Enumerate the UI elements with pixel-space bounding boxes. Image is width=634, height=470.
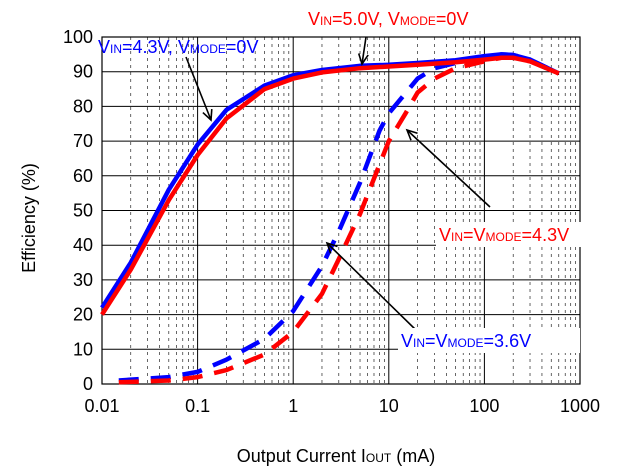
y-axis-title: Efficiency (%) (19, 163, 39, 273)
plot-frame (101, 36, 581, 385)
y-tick-label: 30 (73, 270, 93, 290)
annotation-text: =3.6V (484, 331, 532, 351)
y-tick-label: 90 (73, 62, 93, 82)
annotation-text: V (439, 225, 451, 245)
x-axis-title: Output Current IOUT (mA) (237, 446, 435, 466)
arrow-red-dashed (406, 129, 491, 208)
arrowhead-blue-solid (202, 108, 213, 122)
x-tick-label: 1000 (560, 396, 600, 416)
y-tick-label: 0 (83, 374, 93, 394)
minor-grid (130, 37, 576, 384)
annotation-subscript: IN (320, 14, 332, 28)
x-tick-label: 1 (288, 396, 298, 416)
annotation-text: V (308, 9, 320, 29)
y-tick-label: 80 (73, 96, 93, 116)
annotation-bg (436, 222, 616, 247)
y-tick-label: 50 (73, 201, 93, 221)
y-tick-label: 70 (73, 131, 93, 151)
series-red-solid (100, 55, 560, 316)
arrowhead-red-dashed (405, 128, 418, 141)
y-tick-label: 60 (73, 166, 93, 186)
arrow-blue-dashed (326, 242, 419, 333)
x-axis-title-main: Output Current I (237, 446, 366, 466)
y-tick-label: 10 (73, 339, 93, 359)
annotation-text: =0V (436, 9, 469, 29)
annotation-arrows (185, 36, 491, 333)
annotation-subscript: IN (451, 230, 463, 244)
x-tick-label: 0.1 (185, 396, 210, 416)
annotation-blue-solid: VIN=4.3V, VMODE=0V (98, 37, 258, 57)
x-tick-label: 100 (469, 396, 499, 416)
annotation-text: =0V (226, 37, 259, 57)
annotation-bg (398, 328, 580, 353)
annotation-text: =V (463, 225, 486, 245)
y-tick-label: 20 (73, 305, 93, 325)
annotation-blue-dashed: VIN=VMODE=3.6V (401, 331, 531, 351)
annotation-subscript: MODE (486, 230, 522, 244)
x-axis-tick-labels: 0.01 0.1 1 10 100 1000 (84, 396, 600, 416)
annotation-text: =V (425, 331, 448, 351)
annotation-red-solid: VIN=5.0V, VMODE=0V (308, 9, 468, 29)
arrowhead-red-solid (357, 53, 369, 66)
y-tick-label: 40 (73, 235, 93, 255)
annotation-subscript: IN (110, 42, 122, 56)
annotation-subscript: IN (413, 336, 425, 350)
arrow-red-solid (361, 36, 367, 65)
annotation-text: =5.0V, V (332, 9, 400, 29)
arrowhead-blue-dashed (325, 241, 338, 254)
annotation-text: V (98, 37, 110, 57)
y-tick-label: 100 (63, 27, 93, 47)
series-blue-solid (100, 52, 560, 309)
annotation-subscript: MODE (400, 14, 436, 28)
annotation-text: V (401, 331, 413, 351)
x-axis-title-tail: (mA) (391, 446, 435, 466)
annotation-subscript: MODE (448, 336, 484, 350)
x-tick-label: 10 (379, 396, 399, 416)
arrow-blue-solid (185, 56, 212, 121)
annotation-red-dashed: VIN=VMODE=4.3V (439, 225, 569, 245)
annotation-subscript: MODE (190, 42, 226, 56)
x-axis-title-sub: OUT (366, 451, 392, 465)
x-tick-label: 0.01 (84, 396, 119, 416)
annotation-text: =4.3V, V (122, 37, 190, 57)
series-layer (100, 52, 560, 385)
annotation-text: =4.3V (522, 225, 570, 245)
y-axis-tick-labels: 0 10 20 30 40 50 60 70 80 90 100 (63, 27, 93, 394)
